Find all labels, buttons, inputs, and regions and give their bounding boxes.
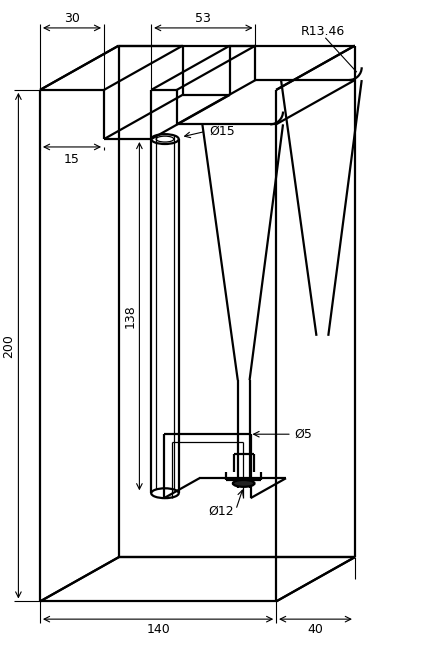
Text: 40: 40 [307,623,323,636]
Text: 53: 53 [195,12,211,25]
Text: 140: 140 [146,623,170,636]
Text: Ø12: Ø12 [208,505,234,518]
Text: 200: 200 [3,334,15,357]
Text: R13.46: R13.46 [301,25,345,38]
Text: Ø5: Ø5 [294,428,312,441]
Text: 138: 138 [123,304,136,328]
Text: 30: 30 [64,12,80,25]
Text: Ø15: Ø15 [209,125,235,138]
Text: 15: 15 [64,153,80,166]
Ellipse shape [233,480,255,487]
